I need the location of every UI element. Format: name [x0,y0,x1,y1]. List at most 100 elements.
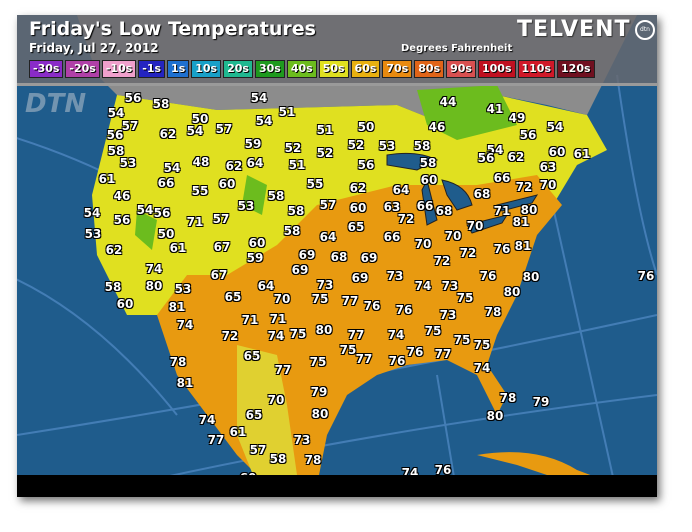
temperature-label: 51 [288,158,306,172]
temperature-label: 70 [444,229,462,243]
temperature-label: 56 [477,151,495,165]
temperature-label: 81 [514,239,532,253]
temperature-label: 55 [191,184,209,198]
temperature-label: 61 [229,425,247,439]
temperature-label: 57 [121,119,139,133]
temperature-label: 76 [388,354,406,368]
temperature-label: 54 [255,114,273,128]
temperature-label: 80 [503,285,521,299]
temperature-label: 72 [459,246,477,260]
temperature-label: 46 [113,189,131,203]
temperature-label: 54 [136,203,154,217]
temperature-label: 57 [215,122,233,136]
temperature-label: 61 [98,172,116,186]
temperature-label: 73 [441,279,459,293]
temperature-label: 70 [539,178,557,192]
temperature-label: 81 [176,376,194,390]
temperature-label: 70 [414,237,432,251]
legend-chip: 40s [286,60,317,78]
temperature-label: 54 [546,120,564,134]
temperature-label: 73 [293,433,311,447]
temperature-label: 78 [304,453,322,467]
temperature-label: 74 [267,329,285,343]
temperature-label: 54 [83,206,101,220]
temperature-label: 64 [392,183,410,197]
legend-chip: 20s [223,60,253,78]
temperature-label: 75 [339,343,357,357]
temperature-label: 70 [273,292,291,306]
legend-chip: 80s [414,60,445,78]
temperature-label: 46 [428,120,446,134]
temperature-label: 77 [207,433,225,447]
temperature-label: 58 [107,144,125,158]
temperature-label: 73 [316,278,334,292]
temperature-label: 58 [413,139,431,153]
temperature-label: 55 [306,177,324,191]
temperature-label: 74 [473,361,491,375]
temperature-label: 58 [287,204,305,218]
temperature-label: 74 [387,328,405,342]
temperature-label: 71 [269,312,287,326]
green-patches [135,85,517,250]
temperature-label: 60 [420,173,438,187]
temperature-label: 65 [245,408,263,422]
temperature-label: 53 [378,139,396,153]
temperature-label: 77 [355,352,373,366]
temperature-label: 76 [637,269,655,283]
dtn-logo-icon: dtn [635,20,655,40]
temperature-label: 58 [269,452,287,466]
color-legend: -30s -20s -10s -1s 1s 10s 20s 30s 40s 50s 60s 70s 80… [29,60,595,78]
temperature-label: 63 [383,200,401,214]
temperature-label: 68 [473,187,491,201]
temperature-label: 68 [435,204,453,218]
temperature-label: 80 [145,279,163,293]
legend-chip: -1s [138,60,166,78]
legend-chip: -10s [101,60,137,78]
temperature-label: 76 [363,299,381,313]
temperature-label: 75 [424,324,442,338]
legend-chip: 90s [446,60,476,78]
dtn-watermark: DTN [25,89,87,119]
temperature-label: 77 [434,347,452,361]
temperature-label: 54 [163,161,181,175]
temperature-label: 54 [486,143,504,157]
temperature-label: 62 [225,159,243,173]
temperature-label: 60 [248,236,266,250]
temperature-label: 58 [152,97,170,111]
temperature-label: 53 [174,282,192,296]
temperature-label: 56 [153,206,171,220]
temperature-label: 69 [291,263,309,277]
temperature-label: 58 [283,224,301,238]
temperature-label: 56 [106,128,124,142]
temperature-label: 65 [224,290,242,304]
legend-chip: 100s [477,60,516,78]
map-title: Friday's Low Temperatures [29,18,316,40]
temperature-label: 60 [349,201,367,215]
temperature-label: 61 [573,147,591,161]
legend-chip: 60s [350,60,381,78]
temperature-label: 77 [341,294,359,308]
temperature-label: 69 [298,248,316,262]
legend-chip: 1s [167,60,190,78]
temperature-label: 72 [397,212,415,226]
bottom-bar [17,475,657,497]
temperature-label: 74 [198,413,216,427]
temperature-label: 62 [105,243,123,257]
temperature-label: 75 [456,291,474,305]
temperature-label: 74 [414,279,432,293]
temperature-label: 62 [349,181,367,195]
legend-chip: 30s [254,60,285,78]
temperature-label: 73 [386,269,404,283]
temperature-label: 56 [124,91,142,105]
temperature-label: 54 [107,106,125,120]
temperature-label: 80 [486,409,504,423]
temperature-label: 63 [539,160,557,174]
temperature-label: 79 [532,395,550,409]
legend-chip: 110s [517,60,556,78]
temperature-label: 66 [157,176,175,190]
temperature-label: 60 [116,297,134,311]
temperature-label: 57 [249,443,267,457]
legend-chip: 10s [191,60,222,78]
temperature-label: 75 [289,327,307,341]
temperature-label: 51 [278,105,296,119]
